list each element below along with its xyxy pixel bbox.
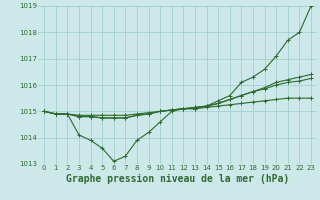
X-axis label: Graphe pression niveau de la mer (hPa): Graphe pression niveau de la mer (hPa) bbox=[66, 174, 289, 184]
